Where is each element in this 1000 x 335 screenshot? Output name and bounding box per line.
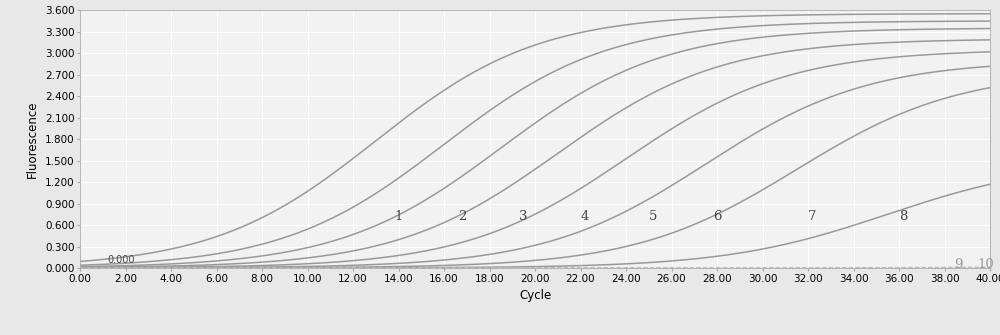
Text: 10: 10	[977, 258, 994, 271]
Text: 3: 3	[519, 210, 528, 223]
Text: 5: 5	[649, 210, 657, 223]
Text: 9: 9	[954, 258, 962, 271]
Text: 1: 1	[394, 210, 403, 223]
Text: 0.000: 0.000	[107, 255, 135, 265]
Text: 8: 8	[899, 210, 908, 223]
Text: 6: 6	[713, 210, 721, 223]
Y-axis label: Fluorescence: Fluorescence	[26, 100, 39, 178]
Text: 7: 7	[808, 210, 817, 223]
X-axis label: Cycle: Cycle	[519, 289, 551, 302]
Text: 4: 4	[581, 210, 589, 223]
Text: 2: 2	[458, 210, 466, 223]
